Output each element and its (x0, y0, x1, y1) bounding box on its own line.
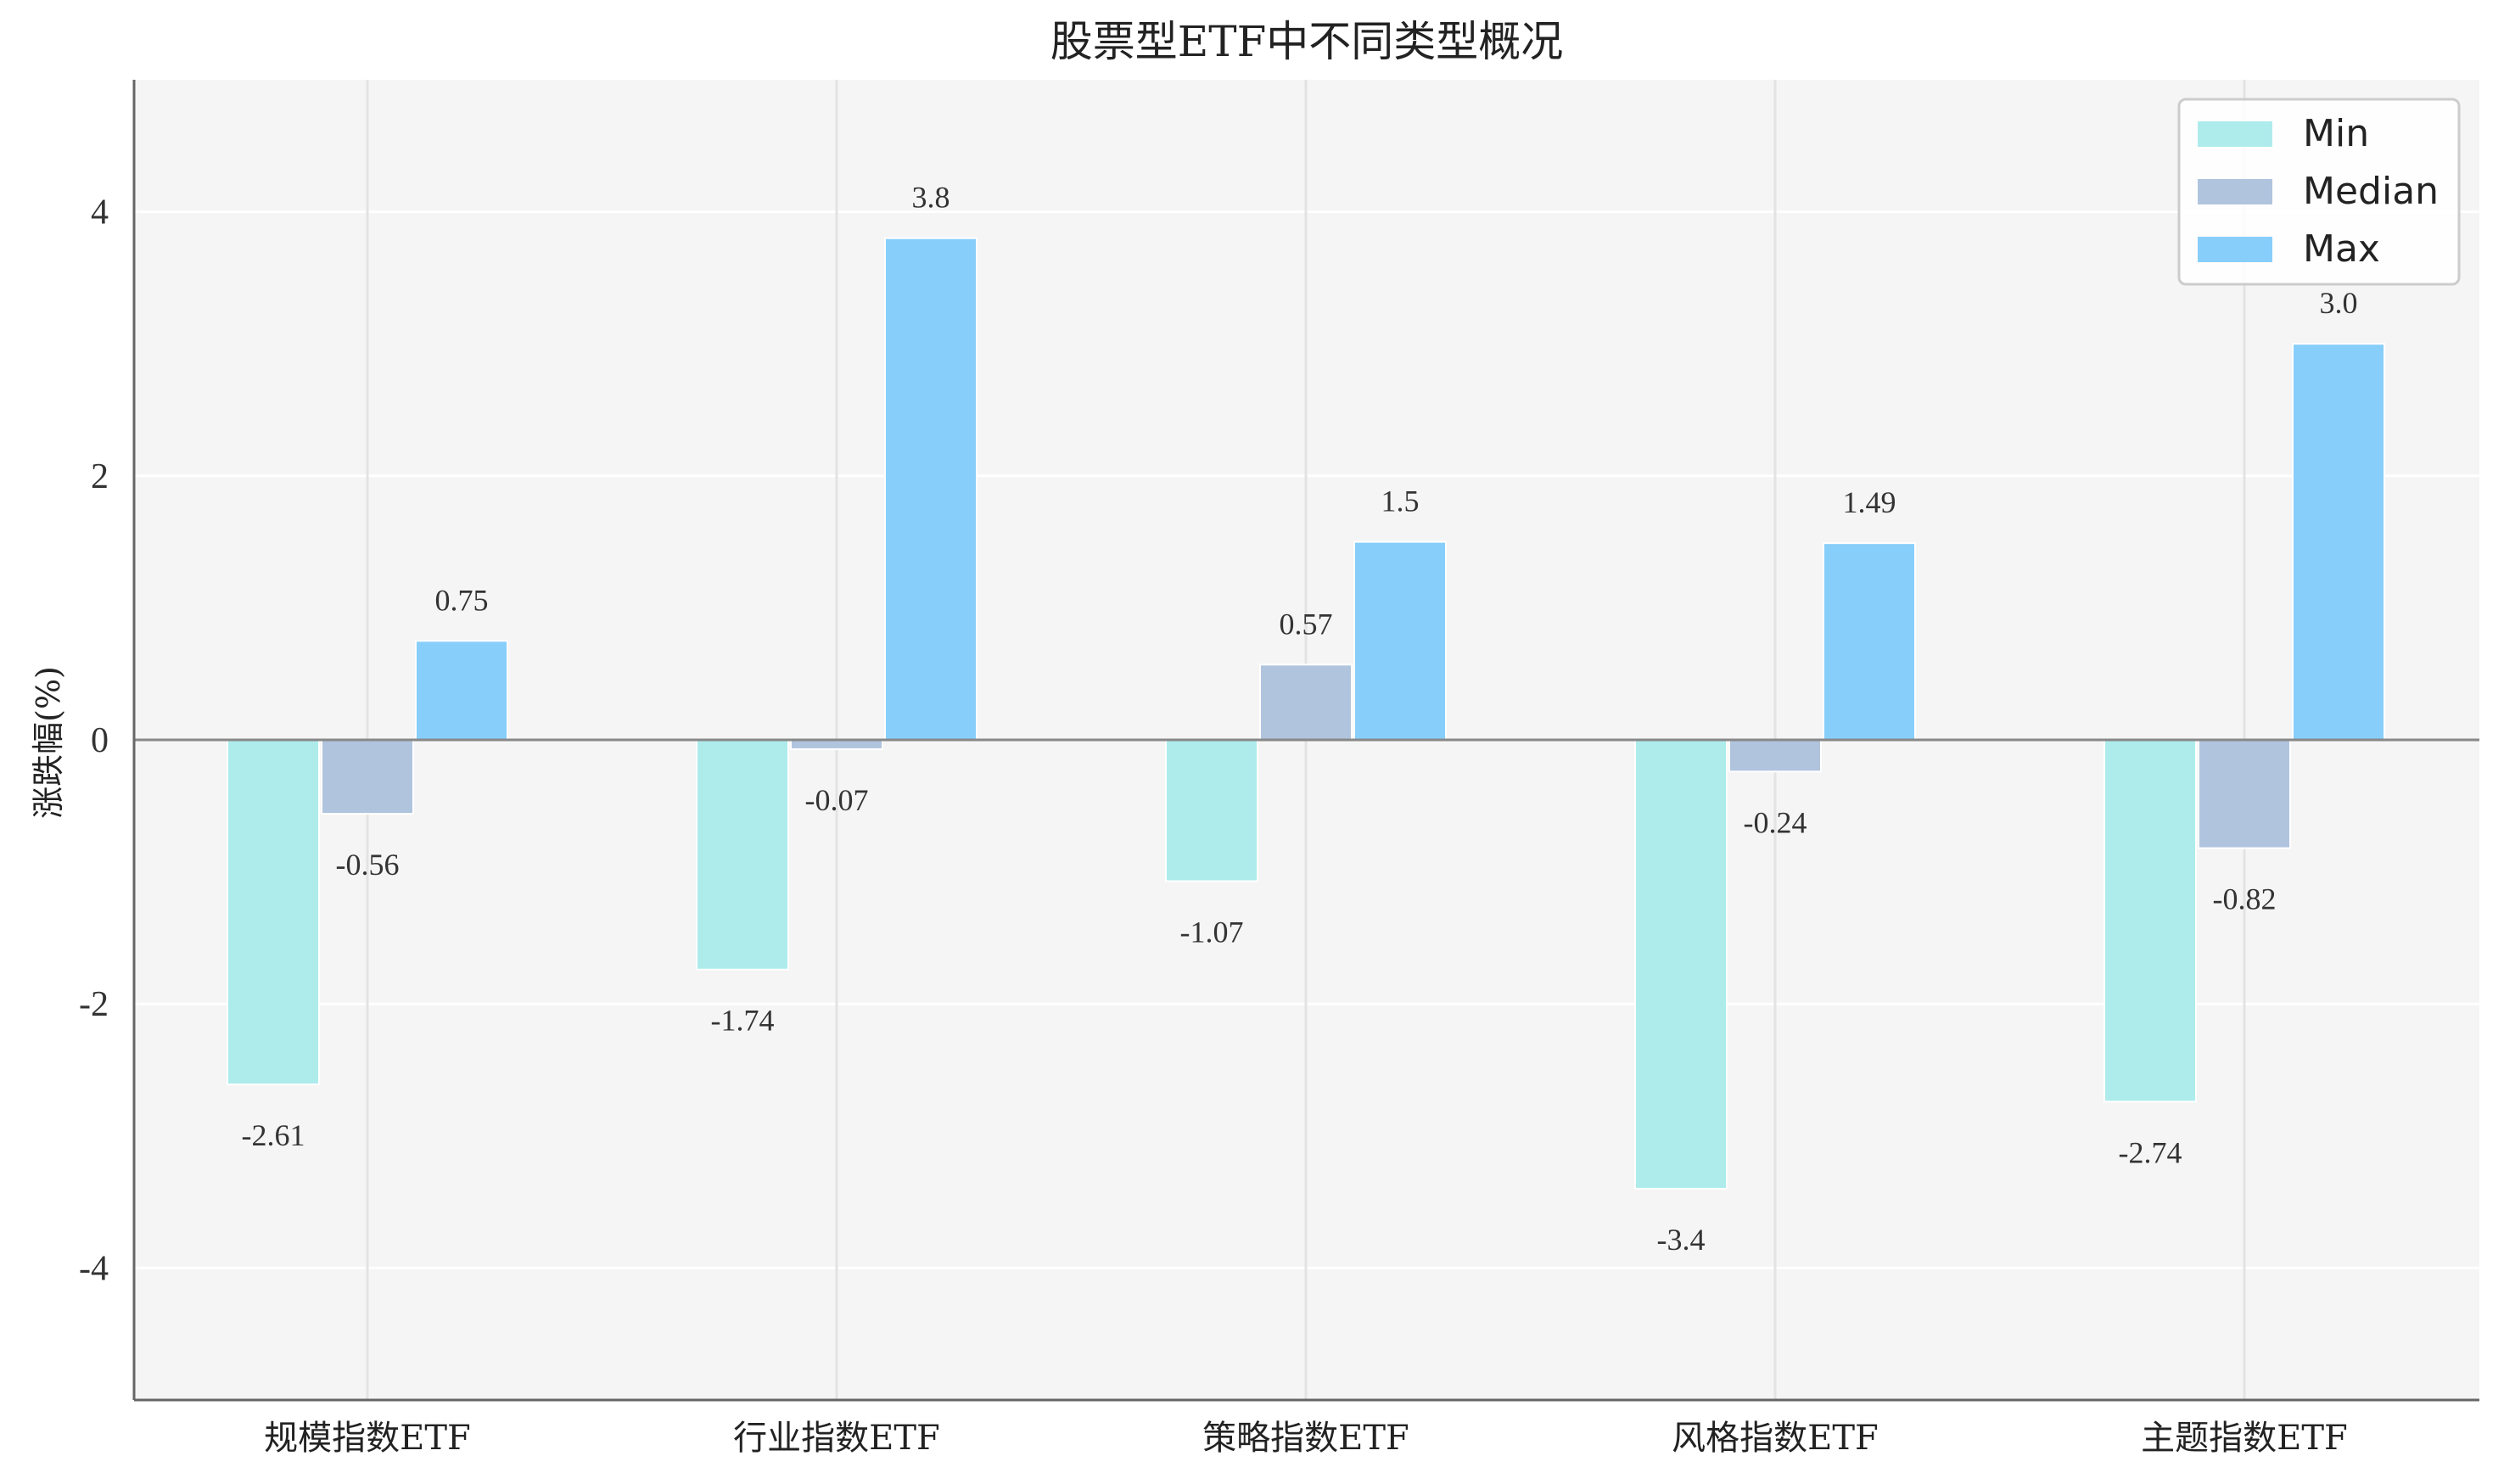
data-label-median-3: 0.57 (1280, 607, 1333, 641)
y-tick-label: -4 (79, 1249, 109, 1288)
data-label-min-2: -1.74 (711, 1004, 775, 1038)
data-label-median-4: -0.24 (1744, 805, 1807, 839)
bar-min-1 (227, 739, 320, 1086)
data-label-median-2: -0.07 (805, 783, 869, 817)
y-tick-labels: -4 -2 0 2 4 (79, 193, 109, 1289)
legend: Min Median Max (2177, 98, 2461, 286)
bar-max-1 (415, 640, 508, 741)
data-label-max-1: 0.75 (435, 583, 489, 617)
x-tick-label: 行业指数ETF (733, 1419, 940, 1458)
bar-min-2 (696, 739, 789, 971)
bar-min-4 (1634, 739, 1728, 1190)
bar-median-2 (790, 739, 883, 750)
bars (227, 237, 2385, 1190)
legend-label-median: Median (2303, 170, 2439, 213)
data-label-max-5: 3.0 (2320, 286, 2358, 320)
x-tick-label: 风格指数ETF (1672, 1419, 1879, 1458)
data-label-max-3: 1.5 (1381, 484, 1420, 518)
data-label-min-5: -2.74 (2119, 1135, 2182, 1169)
bar-max-5 (2292, 343, 2385, 741)
bar-median-5 (2198, 739, 2291, 849)
y-tick-label: 4 (91, 193, 109, 232)
bar-max-4 (1823, 542, 1916, 741)
data-label-min-1: -2.61 (242, 1118, 305, 1152)
x-tick-label: 策略指数ETF (1202, 1419, 1409, 1458)
data-label-max-4: 1.49 (1843, 485, 1896, 519)
y-tick-label: 2 (91, 457, 109, 496)
bar-median-3 (1259, 664, 1353, 741)
data-label-median-5: -0.82 (2213, 882, 2277, 916)
data-label-min-3: -1.07 (1180, 915, 1244, 949)
legend-label-max: Max (2303, 227, 2380, 271)
y-axis-label: 涨跌幅(%) (30, 666, 67, 819)
legend-swatch-max (2198, 237, 2272, 262)
legend-swatch-min (2198, 121, 2272, 147)
chart-title: 股票型ETF中不同类型概况 (1050, 17, 1564, 66)
y-tick-label: 0 (91, 721, 109, 760)
x-tick-labels: 规模指数ETF 行业指数ETF 策略指数ETF 风格指数ETF 主题指数ETF (264, 1419, 2348, 1458)
data-label-min-4: -3.4 (1657, 1223, 1706, 1257)
bar-median-1 (321, 739, 414, 815)
data-labels: -2.61 -1.74 -1.07 -3.4 -2.74 -0.56 -0.07 0.57 -0… (242, 181, 2358, 1257)
bar-min-5 (2103, 739, 2197, 1103)
legend-swatch-median (2198, 179, 2272, 204)
bar-max-2 (884, 237, 978, 742)
bar-median-4 (1728, 739, 1822, 773)
y-tick-label: -2 (79, 985, 109, 1024)
bar-min-3 (1165, 739, 1258, 882)
x-tick-label: 主题指数ETF (2141, 1419, 2348, 1458)
data-label-median-1: -0.56 (336, 848, 400, 882)
x-tick-label: 规模指数ETF (264, 1419, 471, 1458)
legend-label-min: Min (2303, 112, 2369, 155)
data-label-max-2: 3.8 (912, 181, 950, 215)
bar-max-3 (1353, 540, 1447, 741)
